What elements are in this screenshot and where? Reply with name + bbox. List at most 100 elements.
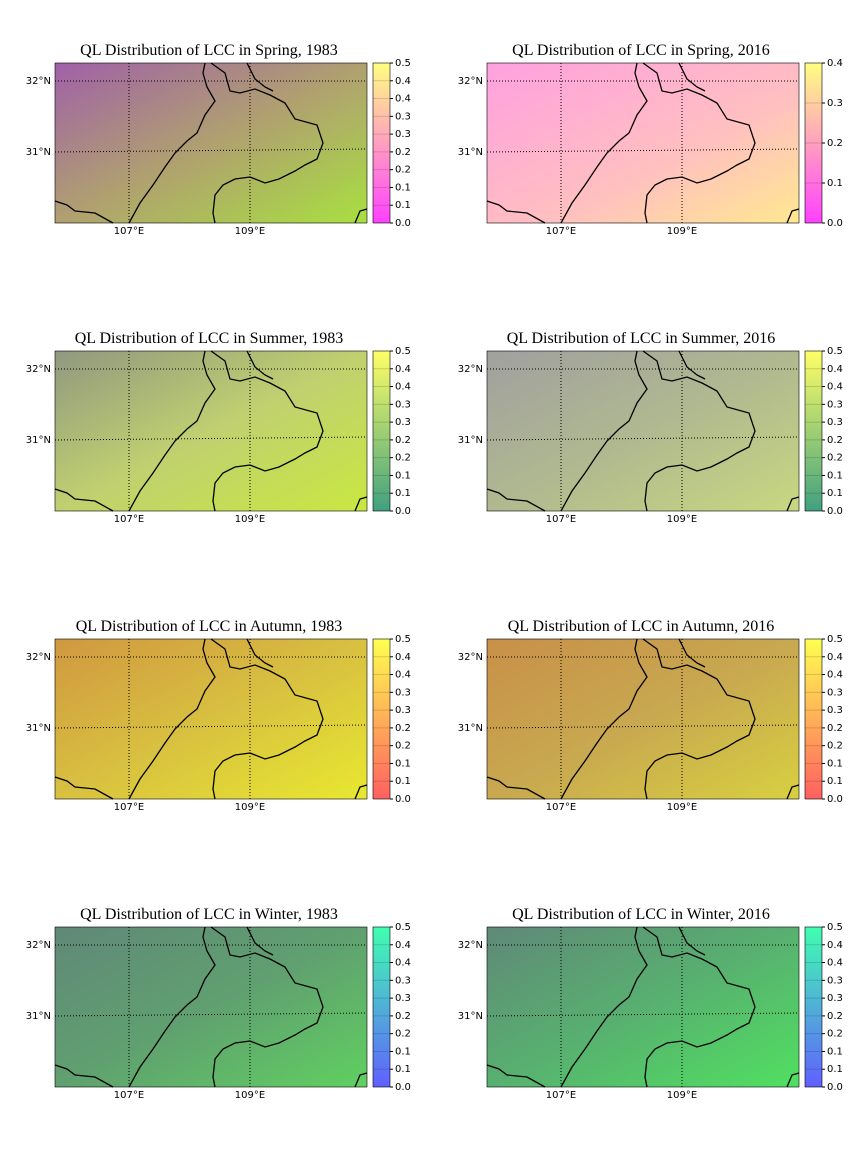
colorbar-tick-label: 0.1 <box>395 1046 411 1057</box>
colorbar-tick-label: 0.1 <box>827 758 843 769</box>
lon-label: 109°E <box>235 802 265 813</box>
province-border <box>486 62 800 224</box>
map-frame <box>54 350 368 512</box>
panel: QL Distribution of LCC in Winter, 2016 32… <box>458 906 843 1101</box>
lat-label: 31°N <box>26 435 51 446</box>
colorbar-tick-label: 0.2 <box>827 138 843 149</box>
colorbar-tick-label: 0.1 <box>395 470 411 481</box>
colorbar-tick-label: 0.2 <box>827 741 843 752</box>
colorbar-tick-label: 0.1 <box>827 776 843 787</box>
colorbar-tick-label: 0.3 <box>395 975 411 986</box>
colorbar-tick-label: 0.3 <box>395 993 411 1004</box>
colorbar-tick-label: 0.4 <box>827 652 843 663</box>
colorbar <box>804 638 823 800</box>
colorbar-tick-label: 0.5 <box>395 922 411 933</box>
colorbar-tick-label: 0.0 <box>395 218 411 229</box>
panel: QL Distribution of LCC in Autumn, 1983 32… <box>26 618 411 813</box>
colorbar-tick-label: 0.1 <box>395 200 411 211</box>
colorbar-tick-label: 0.4 <box>827 670 843 681</box>
lat-label: 32°N <box>26 652 51 663</box>
colorbar-tick-label: 0.4 <box>395 958 411 969</box>
colorbar-tick-label: 0.2 <box>395 723 411 734</box>
panel: QL Distribution of LCC in Winter, 1983 32… <box>26 906 411 1101</box>
lat-label: 31°N <box>26 147 51 158</box>
panel-title: QL Distribution of LCC in Summer, 2016 <box>507 330 776 347</box>
province-border <box>486 926 800 1088</box>
colorbar-tick-label: 0.2 <box>395 165 411 176</box>
colorbar-tick-label: 0.3 <box>827 417 843 428</box>
map-field <box>55 639 367 799</box>
lon-label: 109°E <box>667 802 697 813</box>
colorbar-tick-label: 0.0 <box>827 1082 843 1093</box>
panel-title: QL Distribution of LCC in Autumn, 1983 <box>76 618 343 635</box>
province-border <box>54 62 368 224</box>
colorbar-tick-label: 0.0 <box>395 506 411 517</box>
colorbar-tick-label: 0.0 <box>395 1082 411 1093</box>
colorbar-tick-label: 0.3 <box>827 687 843 698</box>
map-frame <box>54 638 368 800</box>
panel-title: QL Distribution of LCC in Winter, 1983 <box>80 906 338 923</box>
parallel <box>54 1012 368 1017</box>
colorbar-tick-label: 0.0 <box>827 794 843 805</box>
map-field <box>487 927 799 1087</box>
lon-label: 109°E <box>235 514 265 525</box>
colorbar-tick-label: 0.0 <box>395 794 411 805</box>
colorbar-tick-label: 0.4 <box>395 364 411 375</box>
colorbar-tick-label: 0.5 <box>395 58 411 69</box>
colorbar-tick-label: 0.0 <box>827 506 843 517</box>
colorbar-tick-label: 0.4 <box>395 76 411 87</box>
colorbar-tick-label: 0.5 <box>827 634 843 645</box>
colorbar-tick-label: 0.2 <box>827 723 843 734</box>
lat-label: 31°N <box>458 723 483 734</box>
colorbar-tick-label: 0.1 <box>395 776 411 787</box>
colorbar-tick-label: 0.2 <box>395 741 411 752</box>
lat-label: 32°N <box>458 940 483 951</box>
colorbar-tick-label: 0.1 <box>827 178 843 189</box>
lon-label: 107°E <box>114 226 144 237</box>
colorbar-tick-label: 0.3 <box>827 975 843 986</box>
colorbar <box>372 350 391 512</box>
colorbar-tick-label: 0.2 <box>395 435 411 446</box>
colorbar-tick-label: 0.3 <box>827 399 843 410</box>
province-border <box>486 350 800 512</box>
lat-label: 32°N <box>26 940 51 951</box>
lon-label: 107°E <box>114 514 144 525</box>
map-frame <box>54 926 368 1088</box>
colorbar-tick-label: 0.1 <box>827 488 843 499</box>
colorbar-tick-label: 0.4 <box>395 382 411 393</box>
panel: QL Distribution of LCC in Summer, 2016 32… <box>458 330 843 525</box>
lon-label: 109°E <box>235 226 265 237</box>
parallel <box>54 148 368 153</box>
colorbar-tick-label: 0.3 <box>827 705 843 716</box>
panel: QL Distribution of LCC in Summer, 1983 32… <box>26 330 411 525</box>
colorbar-tick-label: 0.1 <box>395 758 411 769</box>
province-border <box>54 926 368 1088</box>
colorbar-tick-label: 0.2 <box>395 453 411 464</box>
panel: QL Distribution of LCC in Autumn, 2016 32… <box>458 618 843 813</box>
parallel <box>54 436 368 441</box>
parallel <box>486 148 800 153</box>
colorbar-tick-label: 0.4 <box>827 940 843 951</box>
lat-label: 32°N <box>458 652 483 663</box>
lat-label: 32°N <box>26 364 51 375</box>
map-field <box>487 351 799 511</box>
colorbar-tick-label: 0.5 <box>827 922 843 933</box>
province-border <box>486 638 800 800</box>
colorbar-tick-label: 0.4 <box>827 58 843 69</box>
colorbar <box>372 638 391 800</box>
colorbar-tick-label: 0.2 <box>827 435 843 446</box>
lon-label: 109°E <box>235 1090 265 1101</box>
panel-title: QL Distribution of LCC in Summer, 1983 <box>75 330 344 347</box>
lat-label: 31°N <box>26 723 51 734</box>
colorbar-tick-label: 0.3 <box>395 129 411 140</box>
lon-label: 107°E <box>546 802 576 813</box>
lon-label: 107°E <box>114 1090 144 1101</box>
parallel <box>486 436 800 441</box>
colorbar-tick-label: 0.4 <box>827 364 843 375</box>
colorbar-tick-label: 0.3 <box>395 399 411 410</box>
colorbar-tick-label: 0.2 <box>395 1029 411 1040</box>
panel: QL Distribution of LCC in Spring, 1983 32… <box>26 42 411 237</box>
colorbar-tick-label: 0.2 <box>395 1011 411 1022</box>
lat-label: 31°N <box>458 435 483 446</box>
panel: QL Distribution of LCC in Spring, 2016 32… <box>458 42 843 237</box>
